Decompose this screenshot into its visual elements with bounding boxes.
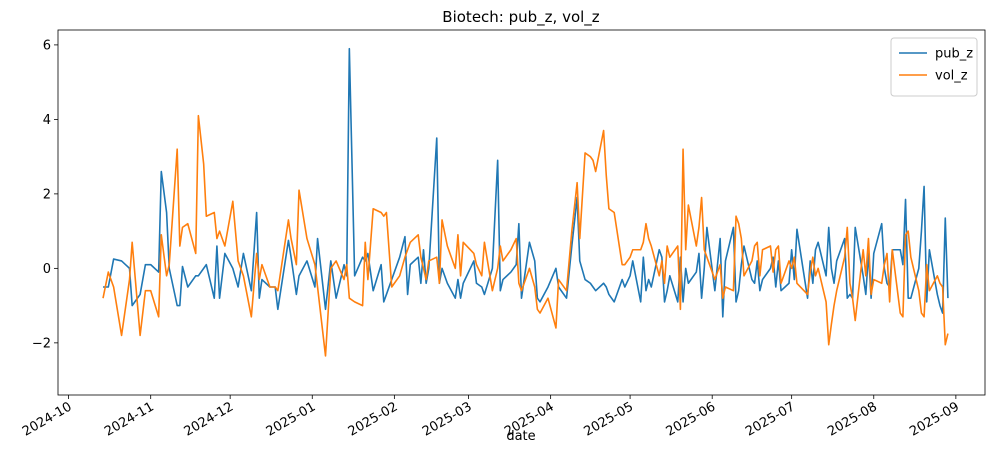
legend-label: vol_z: [935, 69, 968, 84]
y-tick-label: −2: [32, 336, 51, 351]
series-line: [103, 47, 949, 318]
y-tick-label: 2: [43, 187, 51, 202]
x-tick-label: 2025-03: [420, 399, 475, 439]
x-axis-label: date: [506, 429, 535, 444]
y-tick-label: 4: [43, 113, 51, 128]
x-tick-label: 2025-05: [582, 399, 637, 439]
x-tick-label: 2025-07: [743, 399, 798, 439]
y-tick-label: 0: [43, 262, 51, 277]
x-tick-label: 2025-02: [346, 399, 401, 439]
x-tick-label: 2025-06: [664, 399, 719, 439]
x-tick-label: 2025-01: [264, 399, 319, 439]
x-tick-label: 2024-11: [102, 399, 157, 439]
x-tick-label: 2025-08: [825, 399, 880, 439]
legend-label: pub_z: [935, 47, 973, 62]
x-tick-label: 2025-09: [907, 399, 962, 439]
chart-title: Biotech: pub_z, vol_z: [442, 8, 600, 27]
x-tick-label: 2024-12: [182, 399, 237, 439]
plot-frame: [57, 29, 986, 396]
series-line: [102, 114, 949, 357]
x-tick-label: 2024-10: [20, 399, 75, 439]
y-tick-label: 6: [43, 38, 51, 53]
